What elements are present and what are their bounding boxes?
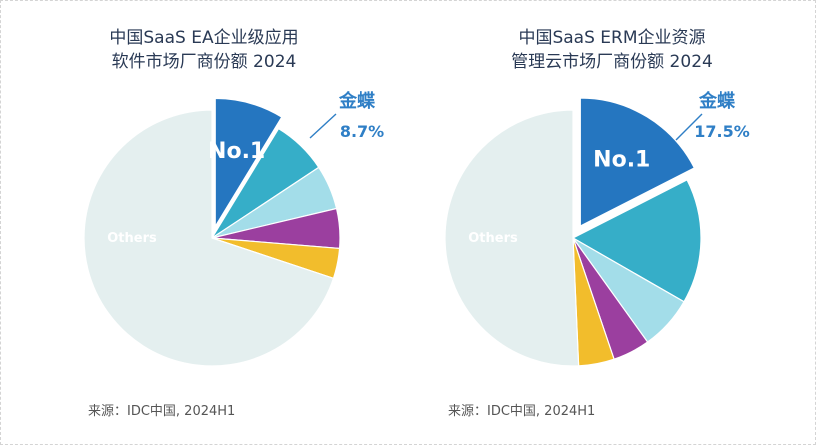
percent-label: 17.5% (694, 122, 750, 141)
chart-title-line-1: 中国SaaS EA企业级应用 (109, 28, 299, 48)
others-label: Others (468, 231, 518, 246)
vendor-label: 金蝶 (698, 90, 736, 112)
pie-chart-erm: No.1 Others 金蝶 17.5% (444, 90, 750, 367)
vendor-label: 金蝶 (338, 90, 376, 112)
chart-panel-erm: 中国SaaS ERM企业资源 管理云市场厂商份额 2024 No.1 Others… (408, 0, 816, 445)
pie-slice-0-5 (83, 109, 335, 367)
chart-title-line-2: 软件市场厂商份额 2024 (111, 52, 297, 72)
leader-line (675, 113, 703, 141)
pie-slice-0-0 (214, 97, 283, 229)
rank-label: No.1 (208, 139, 265, 164)
chart-source: 来源：IDC中国, 2024H1 (448, 404, 596, 419)
chart-source: 来源：IDC中国, 2024H1 (88, 404, 236, 419)
rank-label: No.1 (593, 147, 650, 172)
chart-title: 中国SaaS EA企业级应用 软件市场厂商份额 2024 (0, 26, 408, 74)
pie-slice-1-1 (571, 179, 702, 303)
chart-title: 中国SaaS ERM企业资源 管理云市场厂商份额 2024 (408, 26, 816, 74)
pie-slice-1-0 (579, 97, 696, 228)
chart-title-line-2: 管理云市场厂商份额 2024 (511, 52, 713, 72)
chart-panel-ea: 中国SaaS EA企业级应用 软件市场厂商份额 2024 No.1 Others 金… (0, 26, 408, 419)
pie-slice-1-5 (444, 109, 580, 367)
others-label: Others (107, 231, 157, 246)
pie-chart-ea: No.1 Others 金蝶 8.7% (83, 90, 384, 367)
percent-label: 8.7% (340, 122, 384, 141)
leader-line (309, 113, 337, 139)
chart-title-line-1: 中国SaaS ERM企业资源 (518, 28, 706, 48)
